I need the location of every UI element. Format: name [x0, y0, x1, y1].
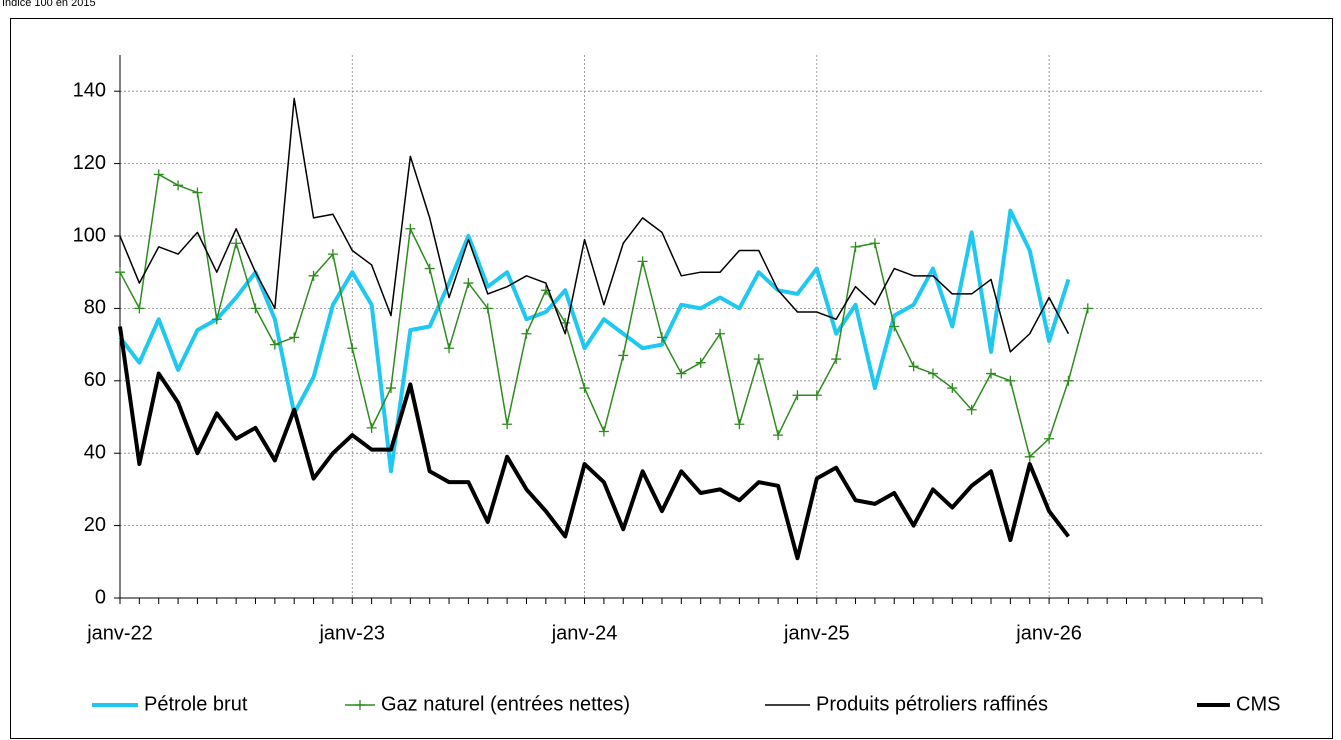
marker	[482, 303, 493, 314]
marker	[869, 238, 880, 249]
x-tick-label: janv-26	[1015, 622, 1082, 644]
marker	[463, 278, 474, 289]
marker	[753, 354, 764, 365]
marker	[424, 263, 435, 274]
marker	[579, 383, 590, 394]
marker	[1044, 433, 1055, 444]
marker	[811, 390, 822, 401]
marker	[1005, 375, 1016, 386]
y-tick-label: 60	[84, 369, 106, 391]
marker	[986, 368, 997, 379]
marker	[1063, 375, 1074, 386]
series-line	[118, 208, 1071, 474]
marker	[618, 350, 629, 361]
legend-label: Pétrole brut	[144, 693, 248, 715]
x-tick-label: janv-22	[86, 622, 153, 644]
marker	[231, 238, 242, 249]
marker	[366, 422, 377, 433]
chart-frame	[10, 18, 1333, 739]
marker	[966, 404, 977, 415]
marker	[173, 180, 184, 191]
marker	[502, 419, 513, 430]
series-line	[118, 326, 1071, 561]
marker	[1082, 303, 1093, 314]
marker	[308, 270, 319, 281]
marker	[405, 223, 416, 234]
marker	[521, 328, 532, 339]
marker	[192, 187, 203, 198]
marker	[773, 430, 784, 441]
marker	[947, 383, 958, 394]
y-tick-label: 20	[84, 514, 106, 536]
marker	[327, 249, 338, 260]
marker	[385, 383, 396, 394]
marker	[598, 426, 609, 437]
marker	[134, 303, 145, 314]
y-tick-label: 0	[95, 586, 106, 608]
marker	[347, 343, 358, 354]
y-tick-label: 80	[84, 297, 106, 319]
marker	[560, 317, 571, 328]
marker	[1024, 451, 1035, 462]
marker	[734, 419, 745, 430]
legend-label: CMS	[1236, 693, 1280, 715]
legend-label: Gaz naturel (entrées nettes)	[381, 693, 630, 715]
marker	[289, 332, 300, 343]
marker	[250, 303, 261, 314]
y-tick-label: 100	[73, 224, 106, 246]
marker	[656, 332, 667, 343]
marker	[927, 368, 938, 379]
marker	[850, 241, 861, 252]
marker	[153, 169, 164, 180]
x-tick-label: janv-25	[783, 622, 850, 644]
marker	[695, 357, 706, 368]
marker	[831, 354, 842, 365]
marker	[676, 368, 687, 379]
x-tick-label: janv-24	[551, 622, 618, 644]
marker	[115, 267, 125, 278]
marker	[444, 343, 455, 354]
y-tick-label: 40	[84, 441, 106, 463]
marker	[908, 361, 919, 372]
marker	[715, 328, 726, 339]
series-line	[119, 97, 1070, 353]
marker	[792, 390, 803, 401]
legend-label: Produits pétroliers raffinés	[816, 693, 1048, 715]
marker	[269, 339, 280, 350]
y-tick-label: 120	[73, 152, 106, 174]
marker	[211, 314, 222, 325]
x-tick-label: janv-23	[318, 622, 385, 644]
legend-marker	[355, 700, 365, 710]
y-tick-label: 140	[73, 79, 106, 101]
marker	[637, 256, 648, 267]
chart-subtitle: Indice 100 en 2015	[2, 0, 96, 9]
marker	[889, 321, 900, 332]
